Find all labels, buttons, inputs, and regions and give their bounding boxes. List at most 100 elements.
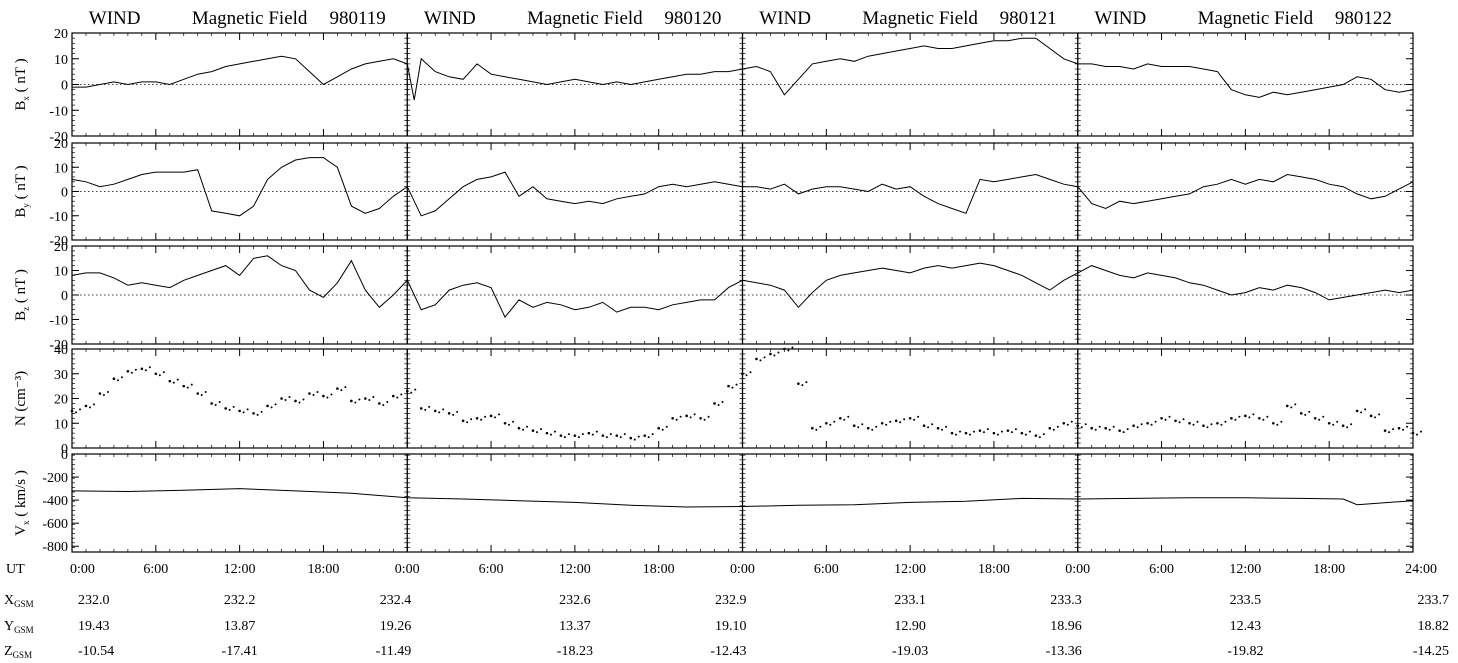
data-point-n	[866, 426, 870, 430]
position-value: 232.4	[380, 593, 412, 608]
data-point-n	[535, 431, 538, 434]
row-label-subscript: GSM	[14, 625, 34, 635]
row-label-symbol: Z	[4, 644, 13, 659]
data-point-n	[1308, 410, 1311, 413]
data-point-n	[148, 366, 151, 369]
data-point-n	[414, 388, 417, 391]
data-point-n	[1196, 420, 1199, 423]
data-point-n	[885, 423, 888, 426]
data-point-n	[787, 349, 790, 352]
data-point-n	[405, 389, 409, 393]
data-point-n	[1272, 421, 1275, 425]
y-tick-label: -10	[49, 210, 68, 225]
data-point-n	[759, 359, 762, 362]
data-point-n	[573, 434, 577, 437]
data-point-n	[661, 428, 664, 431]
position-value: -13.36	[1046, 644, 1082, 659]
day-title-980121: WIND Magnetic Field 980121	[759, 8, 1056, 29]
data-point-n	[112, 377, 116, 381]
position-value: 19.26	[380, 619, 412, 634]
data-point-n	[629, 436, 633, 440]
data-point-n	[735, 383, 738, 386]
data-point-n	[1168, 415, 1171, 418]
y-axis-label-unit: ( km/s )	[13, 470, 29, 520]
data-point-n	[1038, 436, 1041, 439]
title-date: 980122	[1335, 8, 1392, 29]
data-point-n	[126, 369, 130, 373]
data-point-n	[992, 431, 996, 435]
data-point-n	[144, 369, 147, 372]
data-point-n	[1402, 428, 1405, 431]
data-point-n	[959, 430, 962, 433]
data-point-n	[829, 423, 832, 426]
data-point-n	[288, 396, 291, 398]
x-tick-label: 0:00	[395, 562, 420, 577]
data-point-n	[1285, 404, 1289, 408]
position-value: 233.5	[1230, 593, 1262, 608]
data-point-n	[713, 402, 716, 405]
x-tick-label: 6:00	[1149, 562, 1174, 577]
data-point-n	[955, 433, 958, 436]
data-point-n	[689, 416, 692, 419]
data-point-n	[783, 347, 786, 351]
y-tick-label: 20	[54, 393, 68, 408]
data-point-n	[433, 409, 437, 413]
data-point-n	[615, 434, 619, 437]
data-point-n	[577, 436, 580, 439]
y-axis-label-bz: Bz ( nT )	[13, 269, 31, 321]
series-line-bz	[71, 255, 1414, 319]
title-instrument: WIND	[759, 8, 811, 29]
data-point-n	[508, 423, 511, 426]
data-point-n	[1397, 426, 1401, 430]
data-point-n	[727, 384, 730, 388]
data-point-n	[773, 354, 776, 357]
data-point-n	[931, 423, 934, 426]
data-point-n	[1188, 421, 1191, 425]
data-point-n	[1318, 418, 1321, 421]
position-row-label: XGSM	[4, 593, 34, 609]
data-point-n	[1010, 431, 1013, 434]
data-point-n	[382, 403, 385, 406]
data-point-n	[154, 372, 158, 376]
data-point-n	[70, 409, 74, 413]
y-tick-label: 10	[54, 265, 68, 280]
data-point-n	[246, 408, 249, 411]
data-point-n	[1112, 425, 1115, 428]
data-point-n	[908, 417, 912, 420]
data-point-n	[969, 433, 971, 436]
data-point-n	[364, 397, 367, 400]
data-point-n	[671, 417, 674, 420]
x-tick-label: 18:00	[1313, 562, 1345, 577]
x-tick-label: 12:00	[1229, 562, 1261, 577]
data-point-n	[707, 415, 710, 418]
data-point-n	[889, 420, 892, 423]
data-point-n	[298, 401, 301, 404]
data-point-n	[1411, 431, 1415, 435]
position-value: 233.1	[894, 593, 926, 608]
data-point-n	[396, 396, 399, 399]
x-tick-label: 6:00	[479, 562, 504, 577]
data-point-n	[130, 371, 133, 374]
data-point-n	[218, 400, 221, 403]
title-date: 980119	[329, 8, 385, 29]
data-point-n	[1094, 428, 1097, 431]
position-value: 232.6	[559, 593, 591, 608]
y-tick-label: 10	[54, 417, 68, 432]
data-point-n	[1034, 434, 1038, 437]
data-point-n	[996, 433, 999, 436]
y-tick-label: -20	[49, 234, 68, 249]
data-point-n	[326, 396, 329, 399]
data-point-n	[1369, 414, 1373, 418]
position-value: -11.49	[376, 644, 412, 659]
data-point-n	[400, 393, 403, 396]
y-axis-label-symbol: B	[13, 101, 29, 111]
data-point-n	[102, 394, 105, 397]
data-point-n	[484, 415, 487, 418]
row-label-symbol: Y	[4, 619, 14, 634]
data-point-n	[721, 400, 724, 403]
data-point-n	[410, 391, 413, 394]
data-point-n	[731, 386, 734, 389]
data-point-n	[120, 376, 123, 379]
data-point-n	[950, 431, 954, 435]
